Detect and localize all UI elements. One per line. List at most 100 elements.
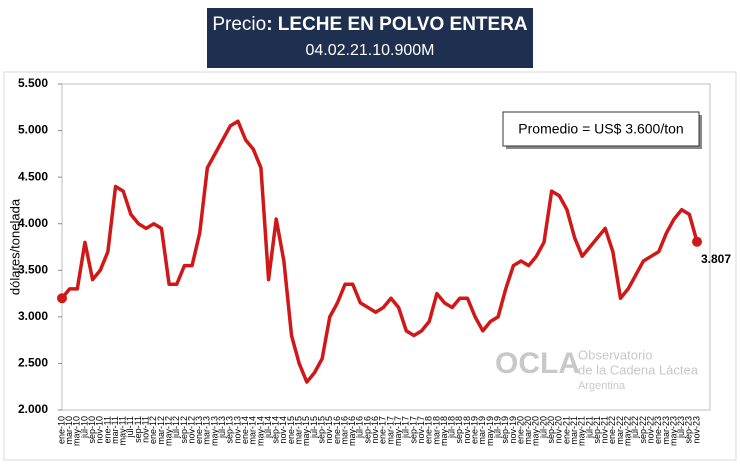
x-tick-label: nov-21 — [600, 416, 610, 444]
x-tick-label: sep-14 — [271, 416, 281, 444]
x-tick-label: mar-23 — [661, 416, 671, 445]
x-tick-label: jul-15 — [309, 416, 319, 439]
watermark-logo: OCLA — [495, 347, 580, 380]
x-tick-label: mar-22 — [615, 416, 625, 445]
x-tick-label: may-21 — [577, 416, 587, 446]
x-tick-label: may-15 — [301, 416, 311, 446]
watermark: OCLA Observatorio de la Cadena Láctea Ar… — [495, 347, 699, 392]
x-tick-label: jul-14 — [263, 416, 273, 439]
x-tick-label: sep-19 — [500, 416, 510, 444]
x-tick-label: sep-15 — [316, 416, 326, 444]
y-tick-label: 5.000 — [18, 123, 48, 137]
x-tick-label: nov-19 — [508, 416, 518, 444]
note-box — [502, 111, 700, 147]
x-tick-label: jul-23 — [676, 416, 686, 439]
x-tick-label: jul-22 — [630, 416, 640, 439]
chart-title: Precio: LECHE EN POLVO ENTERA — [212, 14, 528, 35]
x-tick-label: may-13 — [209, 416, 219, 446]
x-tick-label: ene-10 — [56, 416, 66, 444]
y-tick-label: 3.000 — [18, 309, 48, 323]
x-tick-label: sep-17 — [408, 416, 418, 444]
x-tick-label: jul-19 — [492, 416, 502, 439]
x-tick-label: jul-10 — [79, 416, 89, 439]
x-tick-label: jul-16 — [355, 416, 365, 439]
x-tick-label: nov-13 — [232, 416, 242, 444]
y-axis-label: dólares/tonelada — [7, 198, 22, 295]
x-tick-label: ene-18 — [424, 416, 434, 444]
x-tick-label: sep-20 — [546, 416, 556, 444]
x-tick-label: may-23 — [668, 416, 678, 446]
x-tick-label: jul-12 — [171, 416, 181, 439]
x-tick-label: ene-11 — [102, 416, 112, 443]
y-tick-label: 4.000 — [18, 216, 48, 230]
x-tick-label: may-22 — [623, 416, 633, 446]
x-tick-label: mar-21 — [569, 416, 579, 445]
x-tick-label: may-18 — [439, 416, 449, 446]
note: Promedio = US$ 3.600/ton — [518, 121, 683, 137]
x-tick-label: jul-20 — [538, 416, 548, 439]
y-tick-label: 4.500 — [18, 169, 48, 183]
x-tick-label: nov-20 — [554, 416, 564, 444]
x-tick-label: sep-23 — [684, 416, 694, 444]
x-tick-label: mar-10 — [64, 416, 74, 445]
x-tick-label: nov-16 — [370, 416, 380, 444]
x-tick-label: nov-22 — [645, 416, 655, 444]
x-tick-label: nov-12 — [186, 416, 196, 444]
x-tick-label: ene-21 — [561, 416, 571, 444]
x-tick-label: ene-16 — [332, 416, 342, 444]
end-marker — [57, 293, 67, 304]
watermark-line: Argentina — [578, 380, 626, 392]
x-tick-label: mar-17 — [385, 416, 395, 445]
x-tick-label: jul-13 — [217, 416, 227, 439]
plot-area — [61, 83, 711, 411]
chart-subtitle: 04.02.21.10.900M — [306, 42, 435, 59]
x-tick-label: may-17 — [393, 416, 403, 446]
x-tick-label: ene-19 — [470, 416, 480, 444]
x-tick-label: sep-16 — [362, 416, 372, 444]
x-tick-label: ene-14 — [240, 416, 250, 444]
title-lead: Precio — [212, 14, 266, 35]
x-tick-label: ene-20 — [515, 416, 525, 444]
x-tick-label: mar-18 — [431, 416, 441, 445]
x-tick-label: jul-21 — [584, 416, 594, 439]
x-tick-label: nov-15 — [324, 416, 334, 444]
x-tick-label: mar-19 — [477, 416, 487, 445]
line — [60, 119, 699, 384]
x-tick-label: sep-11 — [133, 416, 143, 443]
x-tick-label: ene-17 — [378, 416, 388, 444]
x-tick-label: may-14 — [255, 416, 265, 446]
x-tick-label: sep-13 — [225, 416, 235, 444]
x-tick-label: mar-20 — [523, 416, 533, 445]
x-tick-label: may-19 — [485, 416, 495, 446]
x-tick-label: ene-13 — [194, 416, 204, 444]
x-tick-label: ene-22 — [607, 416, 617, 444]
x-tick-label: sep-22 — [638, 416, 648, 444]
title-main: : LECHE EN POLVO ENTERA — [266, 14, 528, 35]
x-tick-label: sep-10 — [87, 416, 97, 444]
x-tick-label: may-10 — [72, 416, 82, 446]
watermark-line: de la Cadena Láctea — [578, 362, 699, 377]
x-tick-label: ene-12 — [148, 416, 158, 444]
y-tick-label: 2.500 — [18, 356, 48, 370]
x-tick-label: jul-18 — [447, 416, 457, 439]
x-tick-label: may-12 — [163, 416, 173, 446]
x-tick-label: nov-10 — [95, 416, 105, 444]
x-tick-label: nov-23 — [691, 416, 701, 444]
value-label: 3.807 — [701, 252, 731, 266]
x-tick-label: sep-12 — [179, 416, 189, 444]
x-tick-label: nov-17 — [416, 416, 426, 444]
x-tick-label: mar-15 — [294, 416, 304, 445]
x-tick-label: mar-13 — [202, 416, 212, 445]
x-tick-label: mar-11 — [110, 416, 120, 444]
y-tick-label: 3.500 — [18, 262, 48, 276]
y-tick-label: 5.500 — [18, 76, 48, 90]
x-tick-label: may-11 — [118, 416, 128, 445]
x-tick-label: mar-14 — [248, 416, 258, 445]
x-tick-label: may-20 — [531, 416, 541, 446]
x-tick-label: nov-11 — [141, 416, 151, 443]
x-tick-label: nov-14 — [278, 416, 288, 444]
x-tick-label: mar-16 — [339, 416, 349, 445]
x-tick-label: jul-17 — [401, 416, 411, 439]
